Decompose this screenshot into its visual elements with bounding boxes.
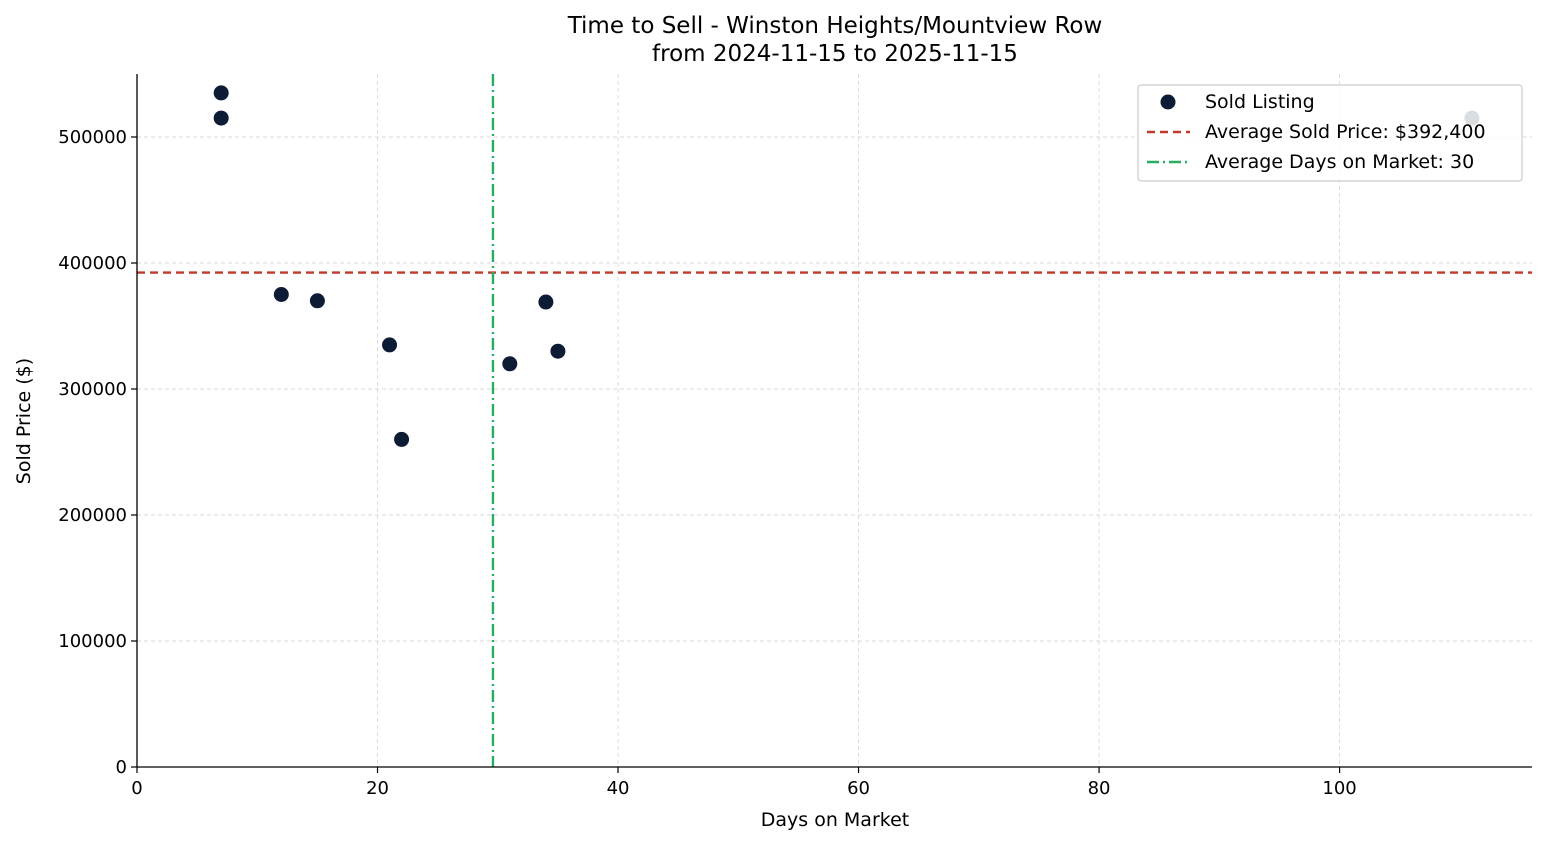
y-tick-label: 300000 — [58, 379, 127, 400]
x-tick-label: 60 — [847, 778, 870, 799]
x-tick-label: 80 — [1088, 778, 1111, 799]
legend: Sold Listing Average Sold Price: $392,40… — [1137, 84, 1523, 182]
data-point — [213, 110, 229, 126]
x-tick-label: 40 — [607, 778, 630, 799]
y-tick-label: 200000 — [58, 505, 127, 526]
x-axis-ticks: 0 20 40 60 80 100 — [131, 767, 1357, 799]
data-point — [273, 287, 289, 302]
chart-subtitle: from 2024-11-15 to 2025-11-15 — [652, 41, 1018, 67]
legend-label-average-days: Average Days on Market: 30 — [1205, 151, 1474, 173]
x-axis-label: Days on Market — [761, 809, 909, 831]
legend-box — [1137, 84, 1523, 182]
x-tick-label: 100 — [1322, 778, 1356, 799]
data-point — [550, 343, 566, 359]
x-tick-label: 0 — [131, 778, 142, 799]
chart-title: Time to Sell - Winston Heights/Mountview… — [567, 13, 1103, 39]
y-tick-label: 500000 — [58, 127, 127, 148]
reference-lines — [137, 74, 1532, 767]
data-point — [394, 431, 410, 447]
data-point — [502, 356, 518, 372]
x-tick-label: 20 — [366, 778, 389, 799]
legend-marker-sold-listing — [1160, 94, 1176, 110]
y-axis-ticks: 0 100000 200000 300000 400000 500000 — [58, 127, 137, 778]
y-tick-label: 400000 — [58, 253, 127, 274]
y-tick-label: 100000 — [58, 631, 127, 652]
data-point — [309, 293, 325, 309]
data-point — [382, 337, 398, 353]
data-point — [538, 294, 554, 310]
y-tick-label: 0 — [116, 757, 127, 778]
legend-label-sold-listing: Sold Listing — [1205, 91, 1315, 113]
y-axis-label: Sold Price ($) — [13, 358, 35, 484]
data-point — [213, 85, 229, 101]
legend-label-average-price: Average Sold Price: $392,400 — [1205, 121, 1486, 143]
